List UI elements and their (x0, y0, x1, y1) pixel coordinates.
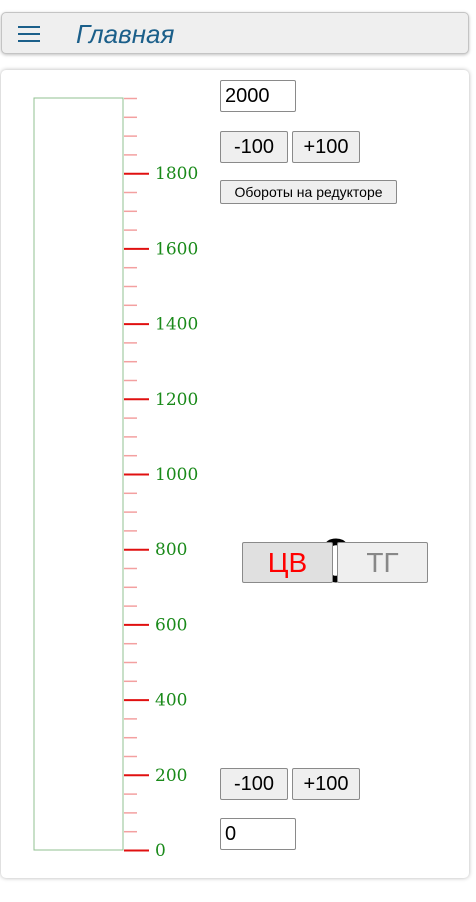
main-card: 0 200 400 600 800 1000 1200 1400 1600 1800 -100 +… (1, 70, 469, 878)
hamburger-menu-icon[interactable] (18, 26, 40, 42)
gauge-tick-label: 800 (155, 540, 187, 560)
rpm-gauge: 0 200 400 600 800 1000 1200 1400 1600 1800 (33, 97, 198, 861)
page-title: Главная (76, 19, 175, 49)
gauge-tick-label: 200 (155, 766, 187, 786)
gauge-tick-label: 1800 (155, 164, 198, 184)
gauge-tick-label: 1400 (155, 315, 198, 335)
app-header: Главная (1, 12, 469, 54)
gauge-tick-label: 0 (155, 841, 166, 861)
gauge-tick-label: 1000 (155, 465, 198, 485)
reducer-rpm-button[interactable]: Обороты на редукторе (220, 180, 397, 204)
mode-tg-button[interactable]: ТГ (337, 542, 428, 583)
bottom-increase-button[interactable]: +100 (292, 768, 360, 800)
mode-cv-button[interactable]: ЦВ (242, 542, 333, 583)
min-rpm-input[interactable] (220, 818, 296, 850)
gauge-tick-label: 1600 (155, 239, 198, 259)
gauge-tick-label: 1200 (155, 390, 198, 410)
bottom-decrease-button[interactable]: -100 (220, 768, 288, 800)
top-decrease-button[interactable]: -100 (220, 131, 288, 163)
gauge-tick-label: 400 (155, 691, 187, 711)
gauge-tick-label: 600 (155, 615, 187, 635)
gauge-frame (33, 97, 124, 851)
top-increase-button[interactable]: +100 (292, 131, 360, 163)
max-rpm-input[interactable] (220, 80, 296, 112)
